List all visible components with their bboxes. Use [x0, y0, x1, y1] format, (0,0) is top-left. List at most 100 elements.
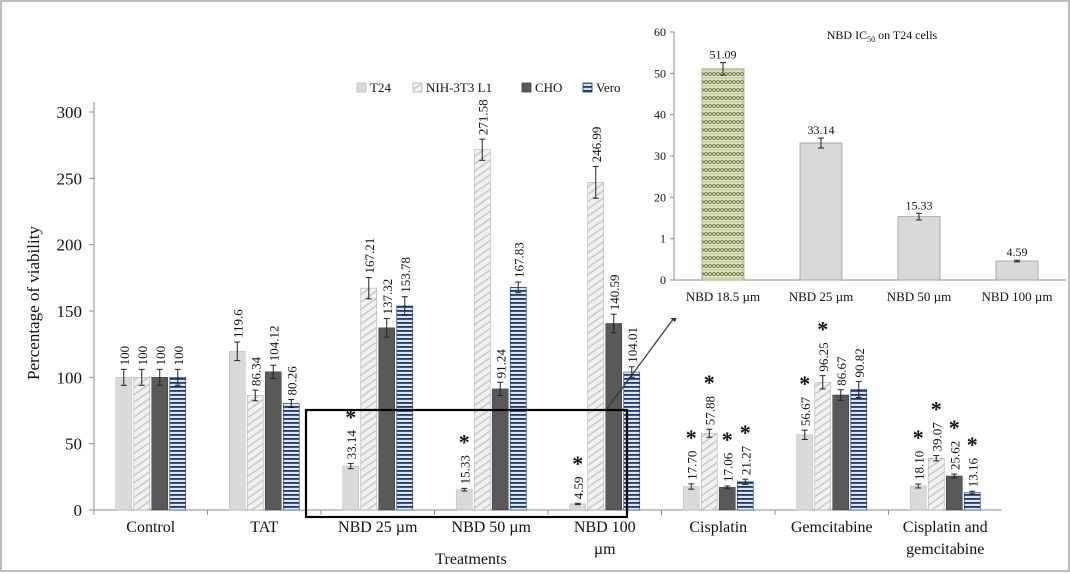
x-tick-label: µm — [594, 541, 616, 558]
inset-data-label: 15.33 — [906, 198, 933, 212]
bar-nih — [473, 149, 491, 511]
inset-y-tick-label: 30 — [654, 149, 666, 163]
data-label: 167.21 — [362, 238, 377, 274]
inset-y-tick-label: 0 — [660, 273, 666, 287]
inset-bar — [897, 216, 941, 281]
legend-label: CHO — [535, 80, 562, 95]
data-label: 90.82 — [852, 348, 867, 377]
inset-y-tick-label: 1 — [660, 232, 666, 246]
bar-t24 — [682, 486, 700, 511]
data-label: 104.01 — [625, 327, 640, 363]
data-label: 100 — [117, 346, 132, 366]
inset-y-tick-label: 40 — [654, 108, 666, 122]
bar-vero — [282, 403, 300, 511]
legend-swatch-vero — [582, 82, 593, 93]
bar-vero — [963, 492, 981, 511]
significance-star: * — [949, 415, 960, 440]
legend-label: T24 — [370, 80, 391, 95]
legend: T24 NIH-3T3 L1 CHO Vero — [356, 80, 621, 95]
significance-star: * — [686, 425, 697, 450]
x-tick-label: TAT — [250, 519, 278, 536]
y-tick-label: 0 — [74, 501, 83, 520]
significance-star: * — [704, 370, 715, 395]
data-label: 13.16 — [965, 457, 980, 487]
significance-star: * — [740, 420, 751, 445]
data-label: 33.14 — [344, 430, 359, 460]
bar-cho — [151, 377, 169, 511]
data-label: 246.99 — [589, 127, 604, 163]
zoom-arrow — [605, 317, 675, 411]
inset-y-tick-label: 60 — [654, 25, 666, 39]
significance-star: * — [967, 432, 978, 457]
legend-label: NIH-3T3 L1 — [426, 80, 492, 95]
data-label: 57.88 — [702, 396, 717, 425]
bar-nih — [814, 382, 832, 511]
bar-cho — [264, 371, 282, 511]
bar-cho — [378, 327, 396, 511]
data-label: 80.26 — [284, 366, 299, 396]
highlight-box — [304, 408, 629, 519]
data-label: 271.58 — [475, 99, 490, 135]
x-tick-label: NBD 50 µm — [452, 519, 532, 536]
inset-bar — [799, 142, 843, 281]
significance-star: * — [345, 404, 356, 429]
bar-t24 — [455, 489, 473, 511]
y-tick-label: 50 — [65, 435, 82, 454]
bar-cho — [605, 323, 623, 511]
data-label: 25.62 — [947, 441, 962, 470]
data-label: 21.27 — [738, 445, 753, 475]
x-tick-label: Control — [126, 519, 175, 536]
inset-title: NBD IC50 on T24 cells — [827, 28, 938, 44]
inset-axes: 0 1 20 30 40 50 60 NBD 18.5 µm NBD 25 µm NBD 50 µ… — [654, 25, 1066, 304]
bar-t24 — [342, 465, 360, 511]
bar-vero — [396, 305, 414, 511]
legend-swatch-t24 — [356, 82, 367, 93]
inset-bars: 51.09 33.14 15.33 4.59 — [701, 48, 1039, 281]
inset-y-tick-label: 50 — [654, 66, 666, 80]
inset-x-tick-label: NBD 18.5 µm — [686, 289, 760, 304]
x-tick-label: NBD 25 µm — [338, 519, 418, 536]
bar-t24 — [796, 434, 814, 511]
y-axis-title: Percentage of viability — [24, 226, 43, 380]
bar-vero — [850, 389, 868, 511]
bar-cho — [832, 394, 850, 511]
inset-data-label: 4.59 — [1007, 245, 1028, 259]
data-label: 86.34 — [248, 356, 263, 386]
bar-cho — [718, 487, 736, 511]
bar-t24 — [115, 377, 133, 511]
data-label: 17.06 — [720, 452, 735, 482]
bar-cho — [945, 475, 963, 511]
significance-star: * — [572, 451, 583, 476]
x-tick-label: Cisplatin and — [903, 519, 988, 536]
y-tick-label: 250 — [57, 169, 83, 188]
significance-star: * — [722, 427, 733, 452]
data-label: 104.12 — [266, 325, 281, 361]
significance-star: * — [913, 425, 924, 450]
x-tick-label: NBD 100 — [574, 519, 636, 536]
inset-bar — [701, 68, 745, 281]
bar-t24 — [228, 351, 246, 511]
inset-bar — [995, 260, 1039, 281]
x-axis-title: Treatments — [435, 551, 506, 568]
data-label: 91.24 — [493, 349, 508, 379]
bar-nih — [360, 287, 378, 511]
data-label: 137.32 — [380, 279, 395, 315]
x-tick-label: Gemcitabine — [791, 519, 873, 536]
bar-t24 — [909, 485, 927, 511]
significance-star: * — [459, 429, 470, 454]
y-tick-label: 100 — [57, 368, 83, 387]
data-label: 119.6 — [230, 309, 245, 338]
data-label: 18.10 — [911, 451, 926, 480]
y-tick-label: 150 — [57, 302, 83, 321]
bar-nih — [246, 395, 264, 511]
main-bars — [115, 138, 981, 511]
data-label: 100 — [171, 346, 186, 366]
bar-nih — [700, 432, 718, 511]
inset-data-label: 33.14 — [808, 123, 835, 137]
x-tick-label: Cisplatin — [689, 519, 747, 536]
data-label: 39.07 — [929, 422, 944, 452]
bar-nih — [587, 182, 605, 511]
data-label: 56.67 — [798, 396, 813, 426]
